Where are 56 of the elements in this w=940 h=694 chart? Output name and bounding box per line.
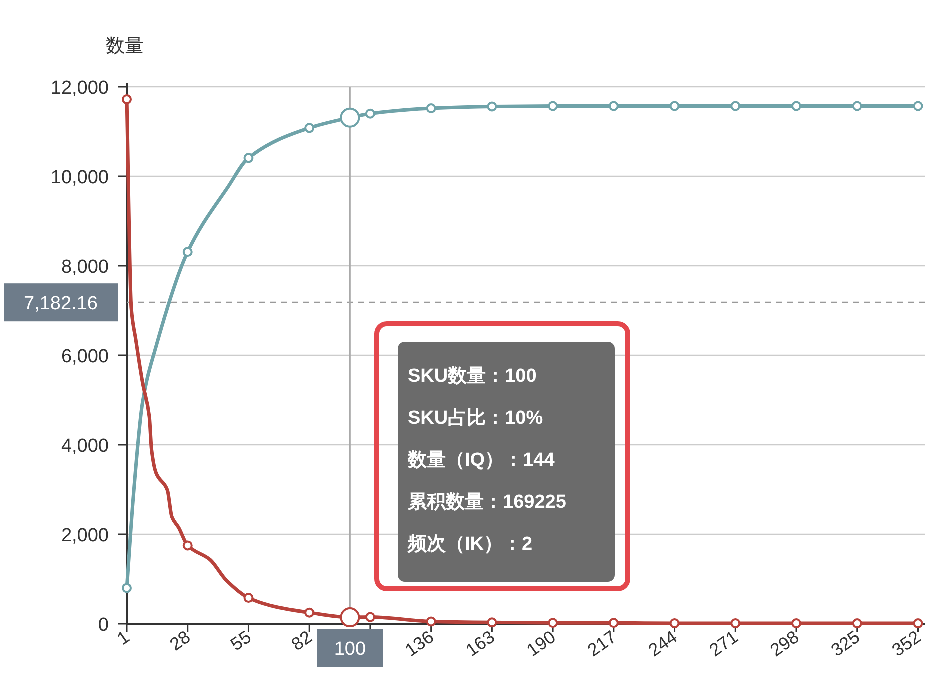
point (365, 612, 376, 622)
point (913, 101, 924, 112)
annotation: SKU数量：100 (408, 366, 537, 387)
point (304, 123, 315, 134)
point (304, 608, 315, 618)
y-tick-label: 8,000 (61, 257, 109, 278)
point (487, 618, 498, 628)
point (426, 616, 436, 627)
point (913, 618, 924, 629)
x-tick-label: 271 (706, 626, 742, 661)
ref-line-label: 7,182.16 (24, 294, 98, 315)
point (670, 618, 680, 629)
x-tick-label: 28 (166, 626, 194, 655)
point (852, 618, 862, 629)
x-tick-label: 190 (523, 626, 560, 661)
x-tick-label: 244 (644, 626, 682, 661)
point (852, 101, 862, 112)
point (182, 540, 193, 551)
annotation: 数量（IQ）：144 (407, 450, 556, 471)
y-tick-label: 6,000 (61, 346, 109, 368)
x-tick-label: 325 (828, 626, 864, 661)
point (244, 153, 254, 164)
x-tick-label: 298 (766, 626, 803, 661)
point (608, 101, 619, 112)
annotation: 累积数量：169225 (407, 492, 567, 513)
x-tick-label: 1 (114, 626, 134, 650)
x-tick-label: 82 (288, 626, 316, 655)
point (122, 94, 132, 105)
point (487, 102, 498, 112)
point (244, 593, 254, 604)
point (548, 101, 558, 112)
point (548, 618, 558, 628)
point (792, 101, 802, 112)
x-tick-label: 352 (888, 626, 925, 661)
y-tick-label: 10,000 (50, 168, 109, 188)
ref-line-label: 100 (334, 639, 366, 660)
point (426, 103, 436, 114)
y-tick-label: 2,000 (61, 526, 109, 546)
x-tick-label: 217 (584, 626, 620, 661)
x-tick-label: 163 (462, 626, 498, 661)
x-tick-label: 136 (402, 626, 438, 661)
point (730, 618, 741, 629)
annotation: 频次（IK）：2 (407, 534, 533, 555)
point (182, 247, 193, 258)
y-tick-label: 4,000 (61, 436, 109, 457)
y-tick-label: 12,000 (50, 78, 109, 99)
point (608, 618, 619, 628)
annotation: SKU占比：10% (408, 407, 544, 429)
point (365, 108, 376, 119)
point (670, 101, 680, 112)
point (730, 101, 741, 112)
point (792, 618, 802, 629)
y-axis-title: 数量 (106, 36, 144, 57)
point (122, 583, 132, 594)
y-tick-label: 0 (98, 615, 109, 636)
x-tick-label: 55 (227, 626, 256, 655)
